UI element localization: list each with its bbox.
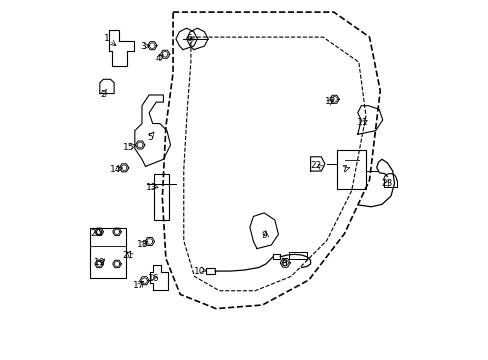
- Text: 16: 16: [147, 274, 159, 283]
- Text: 7: 7: [341, 165, 346, 174]
- Text: 23: 23: [381, 179, 392, 188]
- Text: 4: 4: [156, 54, 161, 63]
- Text: 18: 18: [137, 240, 148, 249]
- Text: 12: 12: [324, 97, 335, 106]
- Text: 8: 8: [280, 260, 286, 269]
- Text: 19: 19: [94, 258, 105, 267]
- Text: 21: 21: [122, 251, 134, 260]
- Text: 1: 1: [104, 35, 110, 44]
- Text: 14: 14: [110, 165, 122, 174]
- Text: 15: 15: [122, 143, 134, 152]
- Bar: [272, 254, 280, 259]
- Text: 6: 6: [186, 35, 192, 44]
- Text: 17: 17: [133, 281, 144, 290]
- Text: 20: 20: [90, 229, 102, 238]
- Text: 22: 22: [310, 161, 321, 170]
- Text: 3: 3: [140, 41, 145, 50]
- Text: 5: 5: [147, 132, 152, 141]
- Text: 2: 2: [101, 90, 106, 99]
- Bar: [337, 150, 365, 189]
- Text: 10: 10: [194, 267, 205, 276]
- Bar: [206, 268, 214, 274]
- Text: 11: 11: [356, 118, 367, 127]
- Text: 13: 13: [145, 183, 157, 192]
- Bar: [154, 174, 168, 220]
- Bar: [90, 228, 125, 278]
- Text: 9: 9: [261, 231, 266, 240]
